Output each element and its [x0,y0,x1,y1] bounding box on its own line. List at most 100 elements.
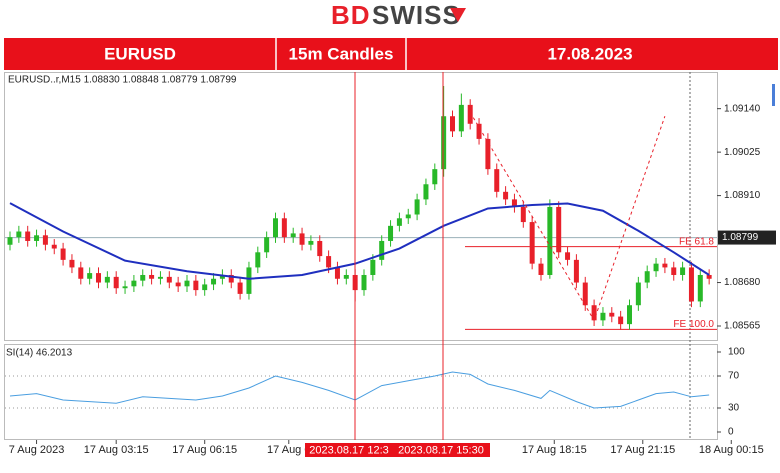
candle-body [34,235,40,241]
candle-body [547,206,553,275]
candle-body [520,206,526,223]
candle-body [582,282,588,306]
candle-body [51,244,57,249]
candle-body [7,237,13,245]
x-tick-label: 17 Aug 18:15 [522,444,587,456]
rsi-line [9,371,710,409]
candle-body [273,218,278,238]
candle-body [202,284,208,291]
rsi-panel [4,344,718,440]
candle-body [219,274,225,279]
cursor-box [305,443,393,457]
candle-body [653,263,659,272]
x-tick-label: 17 Aug 0 [267,444,310,456]
candle-body [228,274,234,283]
candle-body [556,206,562,253]
y-tick-label: 1.08910 [724,190,761,201]
candle-body [264,237,270,253]
candle-body [458,104,464,132]
date: 17.08.2023 [547,44,632,63]
candle-body [334,267,340,279]
candle-body [671,267,677,275]
candle-body [166,276,172,283]
candle-body [396,218,402,226]
candle-body [237,282,243,294]
candle-body [131,280,137,287]
cursor-label: 2023.08.17 15:30 [398,444,484,456]
candle-body [290,233,296,238]
y-tick-label: 0 [728,427,734,438]
candle-body [42,235,48,245]
candle-body [281,218,287,238]
y-tick-label: 70 [728,371,740,382]
y-tick-label: 30 [728,403,740,414]
candle-body [299,233,305,245]
candle-body [635,282,641,306]
candle-body [96,273,101,283]
candle-body [591,305,597,321]
x-tick-label: 17 Aug 21:15 [610,444,675,456]
current-price: 1.08799 [722,232,759,243]
price-box [718,230,776,245]
candle-body [140,274,146,281]
candle-body [87,273,93,279]
candle-body [60,248,66,260]
moving-average [9,202,710,280]
candle-body [432,169,438,185]
candle-body [361,274,367,291]
candle-body [317,240,323,257]
header-bar [4,38,778,70]
logo-right: SWISS [372,0,461,30]
cursor-box [393,443,490,457]
candle-body [485,138,491,170]
candle-body [494,169,500,192]
candle-body [609,312,615,317]
candle-body [246,267,252,294]
candle-body [405,214,411,219]
y-tick-label: 100 [728,347,745,358]
timeframe: 15m Candles [289,44,394,63]
candle-body [688,267,694,302]
candle-body [467,104,473,124]
candle-body [122,286,128,289]
candle-body [343,274,349,279]
candle-body [565,252,571,260]
candle-body [697,274,703,302]
legend: EURUSD..r,M15 1.08830 1.08848 1.08779 1.… [8,75,237,86]
candle-body [388,225,394,241]
logo-left: BD [331,0,371,30]
y-tick-label: 1.09025 [724,147,761,158]
logo-arrow [450,8,466,22]
candle-body [476,123,482,139]
y-tick-label: 1.09140 [724,103,761,114]
symbol: EURUSD [104,44,176,63]
fe-label: FE 100.0 [673,319,714,330]
candle-body [193,280,199,291]
candle-body [529,222,535,264]
candle-body [680,267,686,275]
fe-label: FE 61.8 [679,236,714,247]
candle-body [211,278,217,285]
x-tick-label: 18 Aug 00:15 [699,444,764,456]
candle-body [627,305,632,325]
x-tick-label: 17 Aug 03:15 [84,444,149,456]
candle-body [379,240,385,260]
candle-body [184,280,190,287]
x-tick-label: 17 Aug 06:15 [172,444,237,456]
legend: SI(14) 46.2013 [6,348,73,359]
candle-body [600,312,606,321]
candle-body [618,316,624,325]
candle-body [370,259,376,275]
candle-body [573,259,579,283]
candle-body [662,263,668,268]
candle-body [503,191,509,200]
price-panel [4,72,718,341]
y-tick-label: 1.08680 [724,277,761,288]
fe-path [469,112,666,322]
x-tick-label: 7 Aug 2023 [9,444,65,456]
candle-body [511,199,517,207]
candle-body [157,276,163,279]
scroll-mark [772,84,775,106]
candle-body [308,240,314,245]
